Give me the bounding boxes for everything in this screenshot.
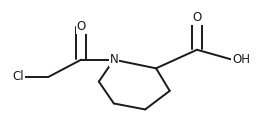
Text: OH: OH [232,53,250,66]
Text: O: O [76,20,86,33]
Text: Cl: Cl [13,70,24,83]
Text: N: N [109,53,118,66]
Text: O: O [192,11,202,24]
